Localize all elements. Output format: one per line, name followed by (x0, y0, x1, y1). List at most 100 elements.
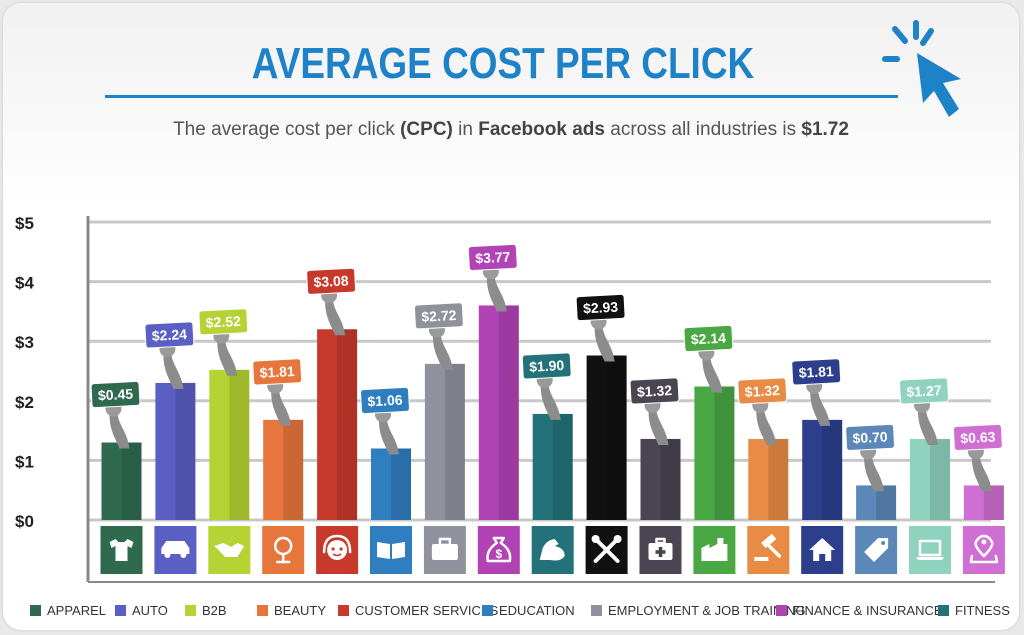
bar-group: $0.45 (90, 380, 143, 574)
bar-group: $1.81 (252, 358, 305, 574)
legend-item: BEAUTY (257, 603, 326, 618)
bar (910, 438, 950, 520)
bar-group: $0.63 (952, 423, 1005, 574)
bar-shade (337, 329, 358, 520)
legend-label: BEAUTY (274, 603, 326, 618)
hand-icon (536, 371, 561, 420)
bar (748, 438, 789, 520)
infographic-card: AVERAGE COST PER CLICK The average cost … (3, 3, 1019, 630)
legend: APPAREL AUTO B2B BEAUTY CUSTOMER SERVICES EDU… (30, 603, 1010, 618)
handshake-icon (208, 526, 251, 574)
car-icon (154, 526, 197, 574)
data-label: $1.81 (798, 363, 834, 381)
bar-shade (660, 438, 681, 520)
bar (101, 442, 142, 520)
legend-label: AUTO (132, 603, 168, 618)
data-label: $2.24 (151, 326, 187, 344)
bar-shade (606, 355, 627, 520)
data-label: $2.72 (421, 307, 457, 325)
bar-shade (391, 448, 411, 520)
legend-item: APPAREL (30, 603, 106, 618)
hand-icon (644, 396, 669, 445)
hand-icon (321, 287, 346, 336)
bar-group: $0.70 (845, 423, 898, 574)
data-label: $2.14 (690, 330, 726, 348)
legend-item: EDUCATION (482, 603, 575, 618)
headset-icon (316, 526, 359, 574)
bar-group: $3.77 $ (467, 243, 520, 574)
hand-icon (698, 344, 723, 393)
hand-icon (375, 406, 399, 455)
data-label: $3.77 (475, 249, 511, 267)
hand-icon (105, 400, 130, 449)
bar-group: $1.27 (899, 377, 951, 574)
hand-icon (590, 313, 615, 362)
tag-icon (855, 526, 898, 574)
bar (424, 363, 465, 520)
data-label: $1.06 (367, 392, 403, 410)
legend-label: APPAREL (47, 603, 106, 618)
value-sign (952, 423, 1003, 452)
legend-swatch (482, 605, 493, 616)
legend-swatch (338, 605, 349, 616)
bar-shade (444, 363, 465, 520)
value-sign (198, 308, 249, 336)
bar-group: $2.14 (683, 324, 736, 574)
value-sign (629, 377, 680, 405)
data-label: $0.45 (98, 386, 134, 404)
bar-group: $1.32 (629, 377, 682, 574)
bar (317, 329, 358, 520)
bar-shade (930, 438, 950, 520)
value-sign (899, 377, 949, 405)
data-label: $1.81 (259, 363, 295, 381)
data-label: $0.63 (960, 429, 996, 447)
bar (802, 419, 843, 520)
bicep-icon (531, 526, 574, 574)
legend-label: EDUCATION (499, 603, 575, 618)
bar-group: $1.32 (737, 377, 790, 574)
title-underline (105, 95, 898, 98)
bar (371, 448, 411, 520)
value-sign (737, 377, 788, 405)
bar-shade (121, 442, 142, 520)
legend-item: AUTO (115, 603, 168, 618)
bar-shade (498, 305, 519, 520)
data-label: $0.70 (852, 429, 888, 447)
y-tick-label: $0 (15, 512, 34, 531)
bar-chart: $0 $1 $2 $3 $4 $5 $0.45 $2.24 $2.52 $1.81 $3.08 $1.… (15, 20, 1010, 618)
legend-swatch (185, 605, 196, 616)
bar-shade (983, 485, 1004, 520)
value-sign (413, 302, 464, 330)
data-label: $1.90 (529, 357, 565, 375)
y-tick-label: $5 (15, 214, 34, 233)
bar-shade (822, 419, 843, 520)
legend-swatch (30, 605, 41, 616)
legend-item: B2B (185, 603, 227, 618)
bar-shade (283, 419, 304, 520)
data-label: $1.32 (637, 382, 673, 400)
home-icon (801, 526, 844, 574)
value-sign (144, 321, 195, 349)
page-title: AVERAGE COST PER CLICK (251, 39, 755, 88)
value-sign (90, 380, 141, 409)
hand-icon (914, 396, 938, 445)
bar-shade (876, 485, 897, 520)
legend-item: FITNESS (938, 603, 1010, 618)
data-label: $3.08 (313, 272, 349, 290)
bar (478, 305, 519, 520)
factory-icon (693, 526, 736, 574)
y-tick-label: $2 (15, 393, 34, 412)
hand-icon (967, 443, 992, 492)
data-label: $2.52 (205, 313, 241, 331)
bar-group: $2.52 (198, 308, 251, 574)
value-sign (306, 267, 357, 295)
hand-icon (428, 321, 453, 370)
first-aid-icon (639, 526, 682, 574)
bar-group: $2.24 (144, 321, 197, 574)
value-sign (575, 293, 626, 322)
legend-label: B2B (202, 603, 227, 618)
data-label: $1.27 (906, 382, 942, 400)
bar (640, 438, 681, 520)
bar (532, 413, 573, 520)
legend-swatch (938, 605, 949, 616)
